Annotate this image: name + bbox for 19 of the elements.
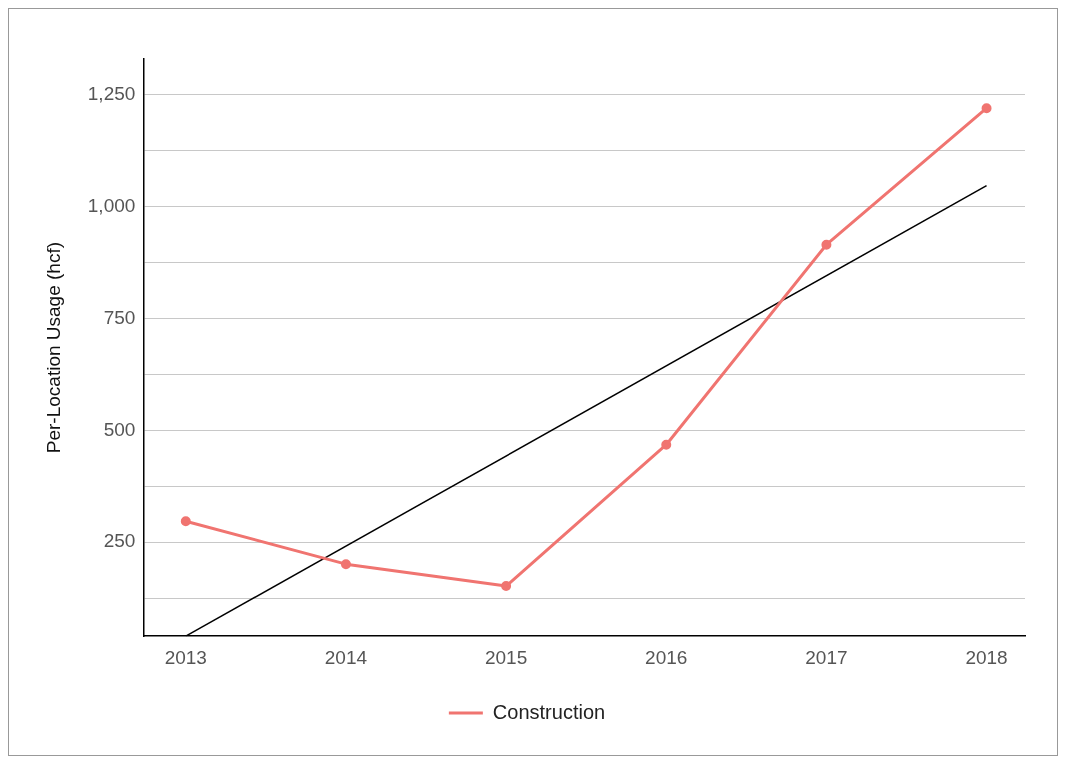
x-tick-label: 2018 <box>965 646 1008 668</box>
y-tick-label: 500 <box>103 418 136 440</box>
point <box>340 559 351 570</box>
y-axis-title: Per-Location Usage (hcf) <box>42 241 64 454</box>
point <box>981 103 992 114</box>
x-tick-label: 2015 <box>484 646 528 668</box>
point <box>821 239 832 250</box>
legend-label: Construction <box>492 700 606 723</box>
y-tick-label: 1,250 <box>87 83 136 105</box>
y-tick-label: 750 <box>103 306 136 328</box>
x-tick-label: 2016 <box>645 646 688 668</box>
x-tick-label: 2014 <box>324 646 368 668</box>
x-tick-label: 2013 <box>164 646 207 668</box>
y-tick-label: 1,000 <box>87 194 136 216</box>
point <box>180 516 191 527</box>
x-tick-label: 2017 <box>805 646 848 668</box>
y-tick-label: 250 <box>103 530 136 552</box>
point <box>501 581 512 592</box>
point <box>661 439 672 450</box>
